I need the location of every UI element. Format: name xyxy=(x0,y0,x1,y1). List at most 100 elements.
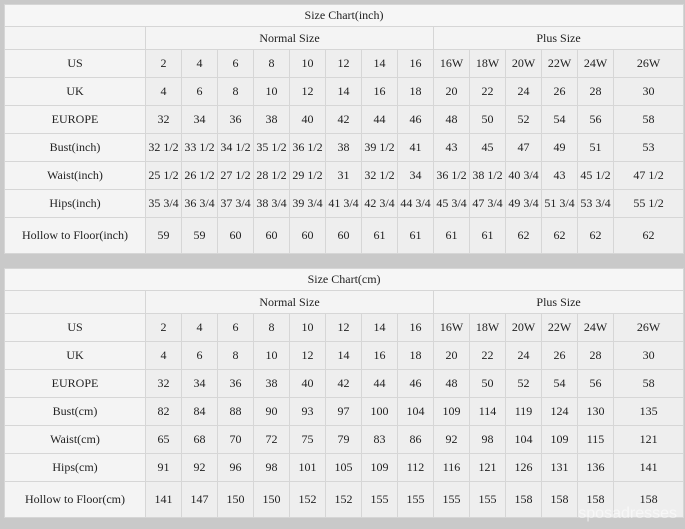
table-cell: 24W xyxy=(577,313,614,342)
table-cell: 70 xyxy=(217,425,254,454)
table-cell: 59 xyxy=(181,217,218,254)
table-cell: 42 3/4 xyxy=(361,189,398,218)
table-cell: 61 xyxy=(433,217,470,254)
table-cell: 48 xyxy=(433,105,470,134)
chart-title: Size Chart(inch) xyxy=(3,4,685,27)
table-cell: 36 xyxy=(217,369,254,398)
table-cell: 62 xyxy=(541,217,578,254)
table-cell: 18 xyxy=(397,77,434,106)
table-cell: 6 xyxy=(181,341,218,370)
table-cell: 32 xyxy=(145,369,182,398)
table-cell: 26W xyxy=(612,313,685,342)
table-cell: 61 xyxy=(397,217,434,254)
table-cell: 42 xyxy=(325,369,362,398)
row-label: US xyxy=(4,313,146,342)
table-cell: 62 xyxy=(505,217,542,254)
table-cell: 18 xyxy=(397,341,434,370)
table-cell: 45 1/2 xyxy=(577,161,614,190)
table-cell: 49 3/4 xyxy=(505,189,542,218)
table-cell: 93 xyxy=(289,397,326,426)
table-cell: 41 xyxy=(397,133,434,162)
table-cell: 58 xyxy=(612,105,685,134)
table-cell: 24 xyxy=(505,77,542,106)
table-row: Hips(cm) 91 92 96 98 101 105 109 112 116 121 126 131… xyxy=(4,453,685,482)
table-cell: 47 xyxy=(505,133,542,162)
table-row: EUROPE 32 34 36 38 40 42 44 46 48 50 52 54 56 58 xyxy=(4,105,685,134)
table-cell: 26 xyxy=(541,341,578,370)
table-cell: 50 xyxy=(469,105,506,134)
table-cell: 46 xyxy=(397,369,434,398)
table-cell: 158 xyxy=(505,481,542,518)
table-cell: 44 3/4 xyxy=(397,189,434,218)
table-cell: 131 xyxy=(541,453,578,482)
table-cell: 55 1/2 xyxy=(612,189,685,218)
table-cell: 51 xyxy=(577,133,614,162)
table-cell: 141 xyxy=(145,481,182,518)
table-row: Bust(inch) 32 1/2 33 1/2 34 1/2 35 1/2 36 1/2… xyxy=(4,133,685,162)
table-cell: 53 3/4 xyxy=(577,189,614,218)
table-cell: 26 1/2 xyxy=(181,161,218,190)
table-cell: 29 1/2 xyxy=(289,161,326,190)
table-cell: 54 xyxy=(541,105,578,134)
table-cell: 92 xyxy=(181,453,218,482)
table-cell: 60 xyxy=(325,217,362,254)
table-cell: 8 xyxy=(253,313,290,342)
table-row: UK 4 6 8 10 12 14 16 18 20 22 24 26 28 30 xyxy=(4,341,685,370)
table-cell: 38 xyxy=(325,133,362,162)
table-cell: 56 xyxy=(577,369,614,398)
table-cell: 12 xyxy=(325,49,362,78)
table-cell: 28 xyxy=(577,77,614,106)
table-cell: 25 1/2 xyxy=(145,161,182,190)
table-cell: 39 1/2 xyxy=(361,133,398,162)
table-cell: 96 xyxy=(217,453,254,482)
table-cell: 158 xyxy=(541,481,578,518)
table-cell: 60 xyxy=(217,217,254,254)
table-cell: 61 xyxy=(361,217,398,254)
table-cell: 158 xyxy=(612,481,685,518)
table-cell: 10 xyxy=(289,49,326,78)
table-cell: 158 xyxy=(577,481,614,518)
table-cell: 45 3/4 xyxy=(433,189,470,218)
table-cell: 59 xyxy=(145,217,182,254)
table-cell: 121 xyxy=(612,425,685,454)
table-cell: 18W xyxy=(469,49,506,78)
table-cell: 6 xyxy=(181,77,218,106)
table-cell: 51 3/4 xyxy=(541,189,578,218)
table-cell: 30 xyxy=(612,77,685,106)
table-cell: 42 xyxy=(325,105,362,134)
table-cell: 150 xyxy=(253,481,290,518)
table-cell: 147 xyxy=(181,481,218,518)
table-row: UK 4 6 8 10 12 14 16 18 20 22 24 26 28 30 xyxy=(4,77,685,106)
table-cell: 16 xyxy=(397,313,434,342)
table-cell: 90 xyxy=(253,397,290,426)
table-cell: 35 3/4 xyxy=(145,189,182,218)
table-cell: 22 xyxy=(469,77,506,106)
table-cell: 115 xyxy=(577,425,614,454)
table-cell: 152 xyxy=(325,481,362,518)
table-cell: 155 xyxy=(397,481,434,518)
table-cell: 14 xyxy=(361,49,398,78)
chart-title: Size Chart(cm) xyxy=(3,268,685,291)
table-cell: 75 xyxy=(289,425,326,454)
table-cell: 92 xyxy=(433,425,470,454)
table-cell: 28 xyxy=(577,341,614,370)
table-cell: 12 xyxy=(325,313,362,342)
table-cell: 20W xyxy=(505,49,542,78)
table-cell: 62 xyxy=(612,217,685,254)
table-row: Waist(inch) 25 1/2 26 1/2 27 1/2 28 1/2 29 1/… xyxy=(4,161,685,190)
table-cell: 116 xyxy=(433,453,470,482)
table-cell: 35 1/2 xyxy=(253,133,290,162)
table-row: US 2 4 6 8 10 12 14 16 16W 18W 20W 22W 24W 26W xyxy=(4,49,685,78)
table-cell: 52 xyxy=(505,105,542,134)
table-cell: 44 xyxy=(361,369,398,398)
table-cell: 22W xyxy=(541,49,578,78)
row-label: UK xyxy=(4,341,146,370)
table-cell: 10 xyxy=(289,313,326,342)
table-cell: 155 xyxy=(469,481,506,518)
table-cell: 62 xyxy=(577,217,614,254)
table-cell: 34 xyxy=(181,369,218,398)
table-cell: 37 3/4 xyxy=(217,189,254,218)
table-cell: 40 xyxy=(289,369,326,398)
table-cell: 8 xyxy=(253,49,290,78)
size-chart-cm: Size Chart(cm) Normal Size Plus Size US 2 4 6 8… xyxy=(3,268,685,518)
